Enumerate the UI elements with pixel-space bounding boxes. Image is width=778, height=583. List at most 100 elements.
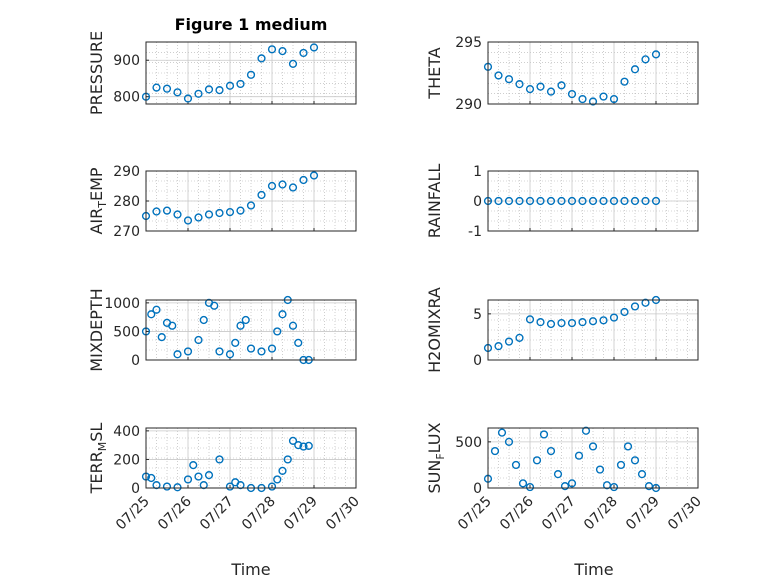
data-point <box>588 196 598 206</box>
data-point <box>557 81 566 90</box>
y-tick-label: -1 <box>468 224 482 240</box>
data-point <box>504 75 514 84</box>
y-tick-label: 295 <box>455 35 482 51</box>
data-point <box>515 80 524 89</box>
y-axis-label: H2OMIXRA <box>425 287 444 373</box>
data-point <box>599 196 608 206</box>
data-point <box>199 315 208 325</box>
data-point <box>553 470 563 479</box>
data-point <box>595 465 605 474</box>
y-tick-label: 5 <box>473 307 482 323</box>
data-point <box>567 479 577 488</box>
y-axis-label: RAINFALL <box>425 164 444 239</box>
data-point <box>588 97 598 106</box>
data-point <box>609 482 619 492</box>
data-point <box>273 327 282 336</box>
x-tick-label: 07/27 <box>197 494 237 534</box>
y-tick-label: 0 <box>473 194 482 210</box>
y-axis-label: SUNFLUX <box>425 422 447 493</box>
data-point <box>546 319 556 329</box>
data-point <box>525 315 535 324</box>
data-point <box>204 85 214 94</box>
data-point <box>189 461 198 470</box>
data-point <box>267 344 277 353</box>
data-point <box>309 43 319 52</box>
data-point <box>578 94 587 104</box>
data-point <box>623 442 633 451</box>
data-point <box>288 321 298 330</box>
data-point <box>557 318 566 328</box>
data-point <box>299 442 308 451</box>
y-tick-label: 0 <box>473 481 482 497</box>
data-point <box>525 482 535 492</box>
data-point <box>278 47 287 56</box>
data-point <box>147 473 156 483</box>
data-point <box>567 89 577 99</box>
x-tick-label: 07/28 <box>581 494 621 534</box>
data-point <box>194 89 203 98</box>
data-point <box>536 82 545 91</box>
x-tick-label: 07/26 <box>155 493 195 533</box>
y-tick-label: 0 <box>131 353 140 369</box>
subplot-1: 800 900 PRESSURE <box>87 31 357 115</box>
y-tick-label: 500 <box>455 435 482 451</box>
data-point <box>194 335 203 345</box>
x-tick-label: 07/29 <box>281 494 321 534</box>
data-point <box>294 441 303 450</box>
data-point <box>225 81 235 90</box>
data-point <box>609 94 619 104</box>
data-point <box>278 466 287 475</box>
y-tick-label: 0 <box>473 353 482 369</box>
y-axis-label: MIXDEPTH <box>87 288 106 371</box>
data-point <box>257 54 266 63</box>
data-point <box>299 175 308 185</box>
data-point <box>183 216 193 225</box>
data-point <box>246 344 256 353</box>
data-point <box>236 206 245 215</box>
data-point <box>599 316 608 325</box>
y-axis-label: AIRTEMP <box>87 167 109 234</box>
data-point <box>288 183 298 192</box>
x-tick-label: 07/25 <box>455 494 495 534</box>
data-point <box>204 210 214 219</box>
data-point <box>215 455 224 464</box>
y-tick-label: 290 <box>455 97 482 113</box>
data-point <box>494 196 503 206</box>
data-point <box>630 65 640 74</box>
data-point <box>267 482 277 491</box>
data-point <box>215 208 224 218</box>
data-point <box>267 181 277 191</box>
data-point <box>641 196 650 206</box>
data-point <box>278 180 287 189</box>
data-point <box>173 483 182 492</box>
data-point <box>273 475 282 484</box>
data-point <box>515 333 524 342</box>
data-point <box>231 338 240 347</box>
data-point <box>641 298 650 307</box>
x-tick-label: 07/26 <box>497 493 537 533</box>
data-point <box>152 207 161 216</box>
data-point <box>620 77 629 86</box>
data-point <box>288 59 298 68</box>
y-axis-label: PRESSURE <box>87 31 106 115</box>
x-tick-label: 07/25 <box>113 494 153 534</box>
data-point <box>546 87 556 96</box>
data-point <box>309 171 319 180</box>
data-point <box>651 50 661 59</box>
data-point <box>294 338 303 347</box>
subplot-2: 290 295 THETA <box>425 35 699 113</box>
data-point <box>518 479 528 488</box>
subplot-7: 07/25 07/26 07/27 07/28 07/29 07/30 0 200 400TER… <box>87 423 363 534</box>
data-point <box>304 441 313 450</box>
data-point <box>199 481 208 490</box>
data-point <box>194 472 203 481</box>
data-point <box>630 302 640 311</box>
data-point <box>620 196 629 206</box>
data-point <box>525 85 535 94</box>
data-point <box>494 342 503 351</box>
y-tick-label: 1 <box>473 164 482 180</box>
data-point <box>504 437 514 446</box>
data-point <box>257 347 266 356</box>
y-tick-label: 290 <box>113 164 140 180</box>
data-point <box>511 460 521 470</box>
